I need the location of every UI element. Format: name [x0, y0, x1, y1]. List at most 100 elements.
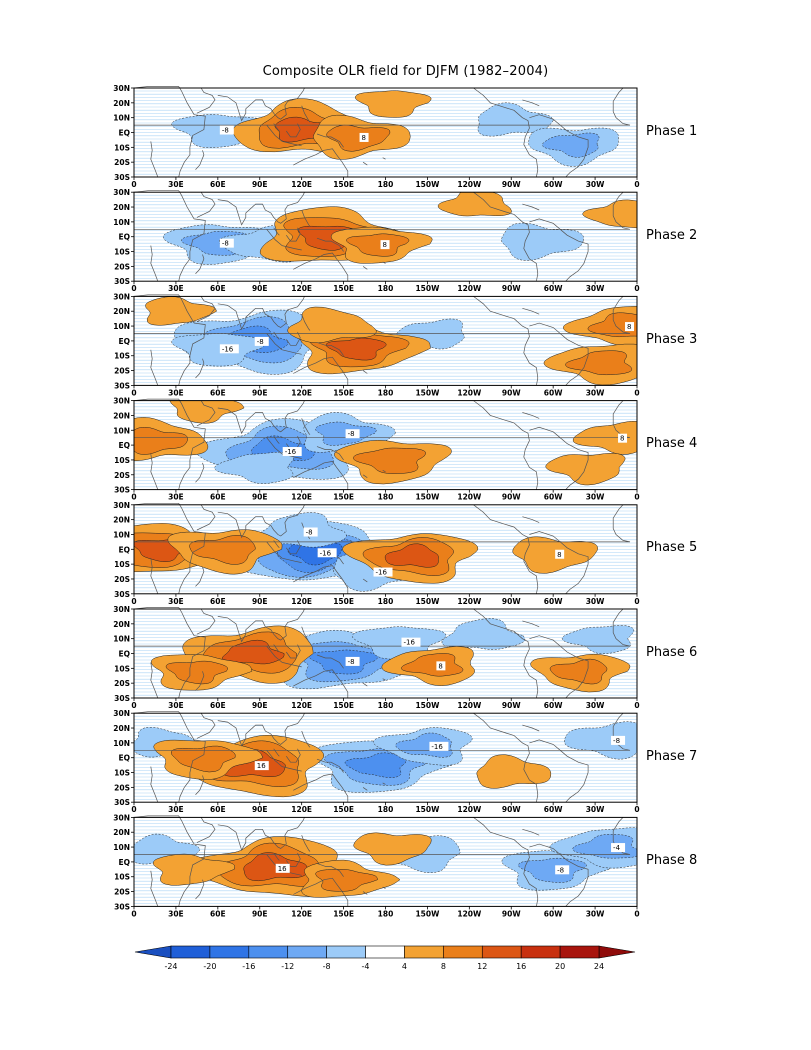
coastline [382, 782, 386, 785]
coastline [293, 565, 349, 594]
colorbar-swatch [326, 945, 366, 959]
contour-label: -16 [320, 549, 332, 557]
coastline [150, 870, 159, 907]
colorbar-swatch [481, 945, 522, 959]
contour-label: -16 [403, 639, 415, 647]
contour-label: 8 [620, 435, 624, 443]
coastline [529, 635, 589, 699]
coastline-group [133, 607, 631, 699]
positive-contour [165, 660, 228, 685]
lon-label: 60W [544, 805, 563, 814]
coastline [196, 400, 216, 427]
coastline [301, 626, 311, 644]
phase-panel: 16 -16 -8 30N 20N 10N EQ 10S 20S 30S 0 30E 60E 90E 120… [0, 0, 811, 814]
coastline [266, 750, 283, 767]
lon-label: 150E [333, 180, 354, 189]
positive-contour [189, 535, 256, 565]
contour-label-bg [625, 322, 635, 332]
lon-label: 150E [333, 701, 354, 710]
colorbar-tick-label: 8 [441, 962, 446, 971]
positive-anomaly [355, 90, 432, 118]
lat-label: 20N [113, 307, 130, 316]
coastline [150, 453, 159, 490]
lon-label: 0 [634, 909, 639, 918]
coastline [293, 461, 349, 490]
contour-label: -8 [348, 430, 355, 438]
coastline [150, 141, 159, 178]
coastline [362, 370, 368, 374]
lon-label: 180 [378, 388, 394, 397]
coastline [134, 87, 631, 126]
positive-contour [545, 453, 626, 486]
contour-label-bg [380, 240, 390, 250]
colorbar-tick-label: 16 [516, 962, 526, 971]
coastline [133, 398, 206, 490]
lon-label: 30W [586, 909, 605, 918]
lat-label: 10N [113, 843, 130, 852]
coastline [522, 203, 540, 211]
coastline [195, 879, 205, 900]
coastline [150, 245, 159, 282]
lat-label: 30N [113, 709, 130, 718]
coastline [301, 209, 311, 227]
contour-label-bg [555, 549, 565, 559]
lon-label: 120W [457, 805, 482, 814]
lat-label: 30S [114, 486, 130, 495]
lon-label: 30E [168, 805, 184, 814]
coastline [133, 711, 206, 803]
figure-title: Composite OLR field for DJFM (1982–2004) [262, 64, 549, 79]
lon-label: 90W [502, 909, 521, 918]
coastline [134, 296, 631, 334]
lon-label: 30W [586, 180, 605, 189]
positive-contour [437, 192, 512, 217]
coastline [362, 266, 368, 270]
lat-label: 30N [113, 292, 130, 301]
coastline [382, 469, 386, 473]
coastline [529, 531, 589, 595]
lon-label: 0 [131, 805, 136, 814]
coastline [362, 474, 368, 478]
lon-label: 150E [333, 909, 354, 918]
negative-contour [572, 834, 637, 859]
lat-label: 10S [114, 560, 130, 569]
coastline [282, 662, 302, 668]
coastline [217, 296, 305, 330]
positive-contour [384, 543, 439, 568]
contour-label-bg [436, 661, 446, 671]
colorbar-tick-label: -16 [242, 962, 255, 971]
lon-label: 180 [378, 701, 394, 710]
coastline [382, 365, 386, 368]
negative-anomaly [477, 102, 554, 137]
coastline [273, 748, 280, 757]
lat-label: 20N [113, 828, 130, 837]
lon-label: 150E [333, 284, 354, 293]
coastline [529, 426, 589, 490]
lon-label: 30E [168, 597, 184, 606]
lat-label: 10S [114, 456, 130, 465]
negative-contour [344, 752, 407, 778]
coastline [273, 331, 280, 340]
lon-label: 120E [291, 388, 312, 397]
positive-contour [587, 312, 637, 338]
phase-panel: -8 -16 8 30N 20N 10N EQ 10S 20S 30S 0 30E 60E 90E 120E… [0, 0, 811, 397]
lat-label: EQ [119, 337, 131, 346]
lon-label: 0 [131, 180, 136, 189]
coastline [301, 314, 311, 331]
phase-label: Phase 6 [646, 644, 698, 660]
lon-label: 90E [252, 805, 268, 814]
contour-label: -16 [376, 569, 388, 577]
lon-label: 90E [252, 388, 268, 397]
lon-label: 60E [210, 805, 226, 814]
phase-label: Phase 1 [646, 123, 698, 139]
negative-anomaly [501, 222, 584, 261]
lon-label: 150E [333, 493, 354, 502]
coastline [282, 557, 302, 563]
lon-label: 120E [291, 805, 312, 814]
lat-label: 20S [114, 262, 130, 271]
negative-contour [308, 649, 379, 675]
positive-contour [353, 832, 432, 866]
coastline [273, 435, 280, 444]
coastline [473, 296, 539, 386]
coastline [301, 418, 311, 435]
